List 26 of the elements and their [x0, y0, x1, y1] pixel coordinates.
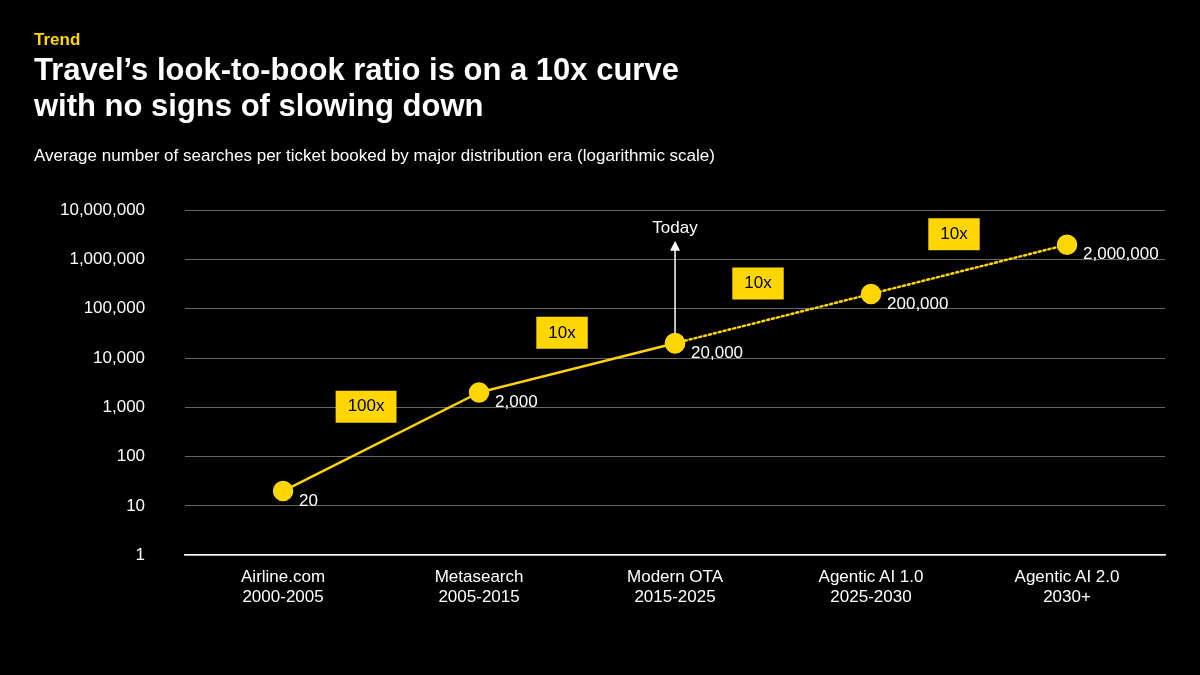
x-tick-label: Modern OTA 2015-2025: [627, 567, 724, 607]
annotation: 10x: [548, 322, 577, 342]
text: Trend: [34, 30, 81, 50]
annotation: 10x: [940, 223, 969, 243]
x-tick-label: Metasearch 2005-2015: [434, 567, 524, 607]
data-label: 2,000,000: [1083, 244, 1159, 264]
data-label: 200,000: [887, 293, 949, 313]
data-label: 20: [299, 490, 318, 510]
x-tick-label: Agentic AI 2.0 2030+: [1014, 567, 1120, 607]
x-tick-label: Agentic AI 1.0 2025-2030: [818, 567, 924, 607]
x-tick-label: Airline.com 2000-2005: [241, 567, 326, 607]
y-tick-label: 10,000: [93, 347, 146, 367]
chart-subtitle: Average number of searches per ticket booked by major distribution era (logarithmic scale): [34, 146, 715, 166]
annotation: Today: [652, 217, 699, 237]
y-tick-label: 10,000,000: [59, 199, 146, 219]
data-label: 20,000: [691, 342, 744, 362]
y-tick-label: 1,000,000: [69, 249, 146, 269]
y-tick-label: 1,000: [102, 397, 146, 417]
annotation: 100x: [347, 396, 385, 416]
data-label: 2,000: [495, 392, 538, 412]
chart-title: Travel’s look-to-book ratio is on a 10x curve with no signs of slowing down: [34, 52, 680, 124]
y-tick-label: 100,000: [83, 298, 146, 318]
y-tick-label: 10: [126, 495, 146, 515]
y-tick-label: 1: [135, 544, 146, 564]
annotation: 10x: [744, 273, 773, 293]
y-tick-label: 100: [116, 446, 146, 466]
